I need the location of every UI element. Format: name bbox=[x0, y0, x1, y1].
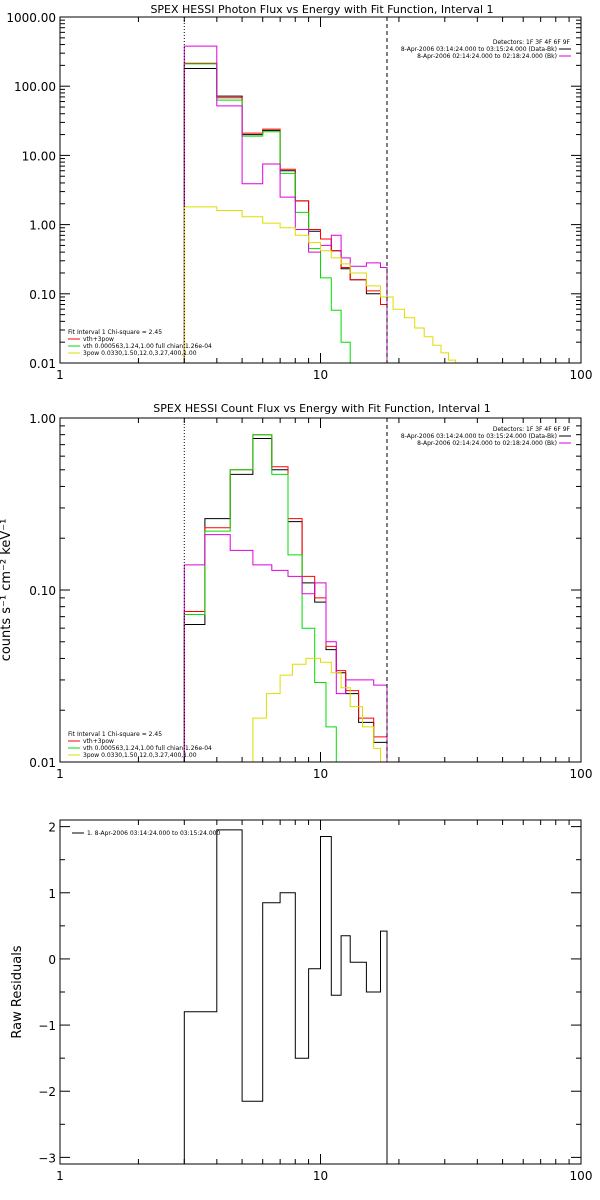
x-tick-label: 100 bbox=[570, 1169, 593, 1183]
y-tick-label: −3 bbox=[38, 1151, 56, 1165]
y-tick-label: 2 bbox=[48, 821, 56, 835]
y-tick-label: 0.10 bbox=[29, 584, 56, 598]
count-flux-title: SPEX HESSI Count Flux vs Energy with Fit… bbox=[153, 402, 490, 415]
residuals-legend: 1. 8-Apr-2006 03:14:24.000 to 03:15:24.0… bbox=[72, 830, 220, 837]
photon-flux-series bbox=[183, 45, 478, 364]
legend-header: Fit Interval 1 Chi-square = 2.45 bbox=[68, 731, 162, 738]
count-flux-y-axis-label: counts s⁻¹ cm⁻² keV⁻¹ bbox=[0, 519, 14, 662]
x-tick-label: 10 bbox=[313, 1169, 328, 1183]
legend-entry-label: 8-Apr-2006 03:14:24.000 to 03:15:24.000 … bbox=[401, 433, 557, 440]
y-tick-label: 1.00 bbox=[29, 219, 56, 233]
residuals-axis-ticks bbox=[59, 820, 581, 1164]
count-flux-legend-bottom-left: Fit Interval 1 Chi-square = 2.45 vth+3po… bbox=[68, 731, 212, 759]
count-flux-x-tick-labels: 1 10 100 bbox=[56, 767, 592, 781]
count-flux-y-tick-labels: 0.01 0.10 1.00 bbox=[29, 412, 56, 770]
x-tick-label: 100 bbox=[570, 767, 593, 781]
legend-entry-label: vth 0.000563,1.24,1.00 full chian 1.26e-… bbox=[83, 745, 212, 752]
photon-flux-title: SPEX HESSI Photon Flux vs Energy with Fi… bbox=[150, 3, 493, 16]
legend-entry-label: 8-Apr-2006 02:14:24.000 to 02:18:24.000 … bbox=[417, 53, 557, 60]
photon-flux-panel: SPEX HESSI Photon Flux vs Energy with Fi… bbox=[6, 3, 592, 382]
legend-header: Detectors: 1F 3F 4F 6F 9F bbox=[493, 39, 571, 46]
series-red-step-line bbox=[183, 434, 388, 762]
series-green-step-line bbox=[183, 434, 387, 763]
count-flux-legend-top-right: Detectors: 1F 3F 4F 6F 9F 8-Apr-2006 03:… bbox=[401, 426, 571, 447]
count-flux-panel: SPEX HESSI Count Flux vs Energy with Fit… bbox=[0, 402, 592, 781]
count-flux-plot-area bbox=[59, 417, 582, 763]
legend-entry-label: 3pow 0.0330,1.50,12.0,3.27,400,1.00 bbox=[83, 752, 197, 759]
series-black-step-line bbox=[183, 438, 388, 762]
y-tick-label: −1 bbox=[38, 1019, 56, 1033]
legend-header: Fit Interval 1 Chi-square = 2.45 bbox=[68, 329, 162, 336]
y-tick-label: 100.00 bbox=[14, 80, 56, 94]
legend-entry-label: 8-Apr-2006 03:14:24.000 to 03:15:24.000 … bbox=[401, 46, 557, 53]
series-yellow-step-line bbox=[183, 206, 478, 364]
photon-flux-x-tick-labels: 1 10 100 bbox=[56, 368, 592, 382]
y-tick-label: 1 bbox=[48, 887, 56, 901]
residuals-y-tick-labels: −3 −2 −1 0 1 2 bbox=[38, 821, 56, 1166]
residuals-panel: Raw Residuals 1 10 100 −3 −2 −1 0 1 2 1.… bbox=[10, 819, 592, 1183]
x-tick-label: 1 bbox=[56, 1169, 64, 1183]
y-tick-label: 0.01 bbox=[29, 357, 56, 371]
legend-entry-label: 1. 8-Apr-2006 03:14:24.000 to 03:15:24.0… bbox=[87, 830, 220, 837]
x-tick-label: 10 bbox=[313, 368, 328, 382]
series-black-step-line bbox=[183, 68, 388, 363]
y-tick-label: 0.01 bbox=[29, 756, 56, 770]
x-tick-label: 10 bbox=[313, 767, 328, 781]
x-tick-label: 100 bbox=[570, 368, 593, 382]
y-tick-label: 0.10 bbox=[29, 288, 56, 302]
residuals-series bbox=[183, 829, 388, 1164]
y-tick-label: 0 bbox=[48, 953, 56, 967]
photon-flux-y-tick-labels: 0.01 0.10 1.00 10.00 100.00 1000.00 bbox=[6, 11, 56, 371]
legend-entry-label: 3pow 0.0330,1.50,12.0,3.27,400,1.00 bbox=[83, 350, 197, 357]
count-flux-series bbox=[183, 434, 388, 763]
count-flux-axis-ticks bbox=[59, 418, 581, 763]
series-magenta-step-line bbox=[183, 534, 388, 762]
residuals-y-axis-label: Raw Residuals bbox=[10, 945, 25, 1038]
y-tick-label: 1000.00 bbox=[6, 11, 56, 25]
y-tick-label: 1.00 bbox=[29, 412, 56, 426]
photon-flux-plot-area bbox=[59, 16, 582, 364]
series-yellow-step-line bbox=[242, 657, 387, 763]
y-tick-label: −2 bbox=[38, 1085, 56, 1099]
legend-entry-label: vth+3pow bbox=[83, 336, 114, 343]
series-black-step-line bbox=[183, 829, 388, 1164]
series-green-step-line bbox=[183, 63, 387, 364]
legend-entry-label: vth 0.000563,1.24,1.00 full chian 1.26e-… bbox=[83, 343, 212, 350]
legend-entry-label: 8-Apr-2006 02:14:24.000 to 02:18:24.000 … bbox=[417, 440, 557, 447]
y-tick-label: 10.00 bbox=[22, 149, 56, 163]
x-tick-label: 1 bbox=[56, 368, 64, 382]
series-magenta-step-line bbox=[183, 45, 388, 363]
legend-header: Detectors: 1F 3F 4F 6F 9F bbox=[493, 426, 571, 433]
residuals-x-tick-labels: 1 10 100 bbox=[56, 1169, 592, 1183]
photon-flux-legend-bottom-left: Fit Interval 1 Chi-square = 2.45 vth+3po… bbox=[68, 329, 212, 357]
legend-entry-label: vth+3pow bbox=[83, 738, 114, 745]
x-tick-label: 1 bbox=[56, 767, 64, 781]
photon-flux-axis-ticks bbox=[59, 17, 581, 364]
series-red-step-line bbox=[183, 62, 388, 363]
photon-flux-legend-top-right: Detectors: 1F 3F 4F 6F 9F 8-Apr-2006 03:… bbox=[401, 39, 571, 60]
